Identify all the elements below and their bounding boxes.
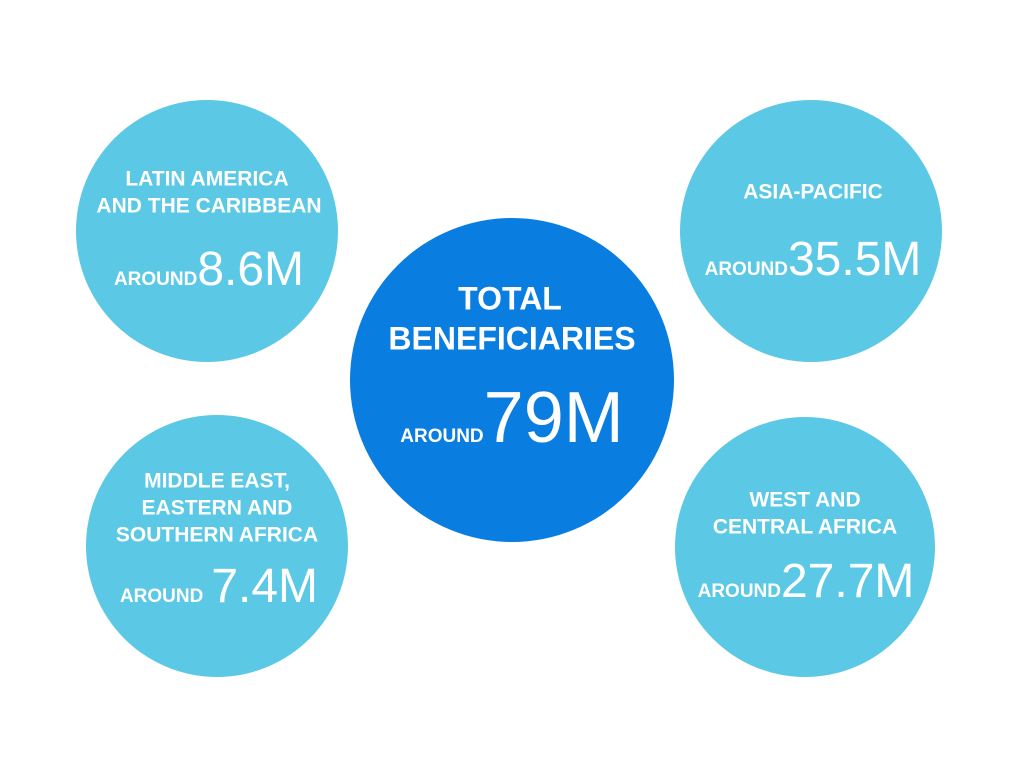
total-circle [350,218,674,542]
region-circle [76,100,338,362]
value: 27.7M [781,555,914,608]
prefix: AROUND [120,586,203,607]
region-figure: AROUND8.6M [114,243,304,296]
region-name: AND THE CARIBBEAN [96,195,321,218]
total-title: BENEFICIARIES [388,320,635,356]
prefix: AROUND [698,581,781,602]
region-name: SOUTHERN AFRICA [116,524,318,547]
region-name: LATIN AMERICA [125,168,288,191]
total-title: TOTAL [458,280,562,316]
value: 79M [484,378,624,458]
region-figure: AROUND 7.4M [120,560,318,613]
region-name: MIDDLE EAST, [144,470,290,493]
total-figure: AROUND79M [400,378,623,458]
value: 7.4M [211,560,318,613]
region-name: WEST AND [749,489,860,512]
prefix: AROUND [705,259,788,280]
region-circle [675,417,935,677]
region-figure: AROUND35.5M [705,233,922,286]
value: 35.5M [788,233,921,286]
region-figure: AROUND27.7M [698,555,915,608]
value: 8.6M [197,243,304,296]
region-name: CENTRAL AFRICA [713,516,897,539]
region-name: ASIA-PACIFIC [743,181,883,204]
region-circle [86,415,348,677]
prefix: AROUND [114,269,197,290]
region-name: EASTERN AND [142,497,293,520]
prefix: AROUND [400,426,483,447]
region-circle [680,100,942,362]
